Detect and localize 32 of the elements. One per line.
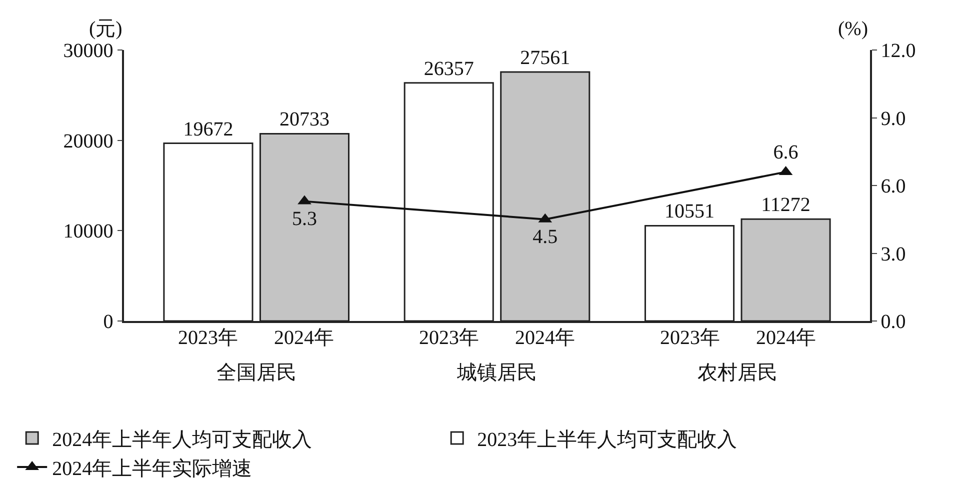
data-label: 10551 — [664, 200, 715, 223]
y-tick-label: 30000 — [63, 40, 114, 62]
y-tick-label: 10000 — [63, 220, 114, 243]
data-label: 27561 — [520, 47, 570, 70]
text: 2024年 — [274, 327, 334, 349]
text: 2023年 — [419, 327, 479, 349]
text: 2023年 — [178, 327, 238, 349]
data-label: 11272 — [761, 194, 810, 216]
data-label: 5.3 — [292, 208, 317, 230]
text: 2024年 — [756, 327, 816, 349]
data-label: 19672 — [183, 118, 234, 140]
y2-tick-label: 6.0 — [880, 176, 906, 198]
data-label: 26357 — [424, 58, 474, 80]
legend-label: 2024年上半年实际增速 — [52, 458, 252, 480]
y2-axis-title: (%) — [838, 18, 868, 40]
y2-tick-label: 9.0 — [880, 108, 906, 130]
x-tick-label: 全国居民 — [216, 362, 296, 384]
y2-tick-label: 3.0 — [880, 243, 906, 266]
x-tick-label: 农村居民 — [698, 362, 778, 384]
y-tick-label: 0 — [103, 311, 114, 333]
x-tick-label: 城镇居民 — [456, 362, 537, 384]
data-label: 4.5 — [532, 226, 558, 248]
text: 2024年 — [515, 327, 575, 349]
y-axis-title: (元) — [89, 18, 122, 40]
y2-tick-label: 0.0 — [880, 311, 906, 333]
y2-tick-label: 12.0 — [880, 40, 916, 62]
text: 2023年 — [660, 327, 720, 349]
data-label: 20733 — [279, 108, 330, 131]
legend-label: 2024年上半年人均可支配收入 — [52, 428, 312, 451]
legend-label: 2023年上半年人均可支配收入 — [477, 428, 738, 451]
y-tick-label: 20000 — [63, 130, 114, 152]
data-label: 6.6 — [773, 141, 798, 164]
